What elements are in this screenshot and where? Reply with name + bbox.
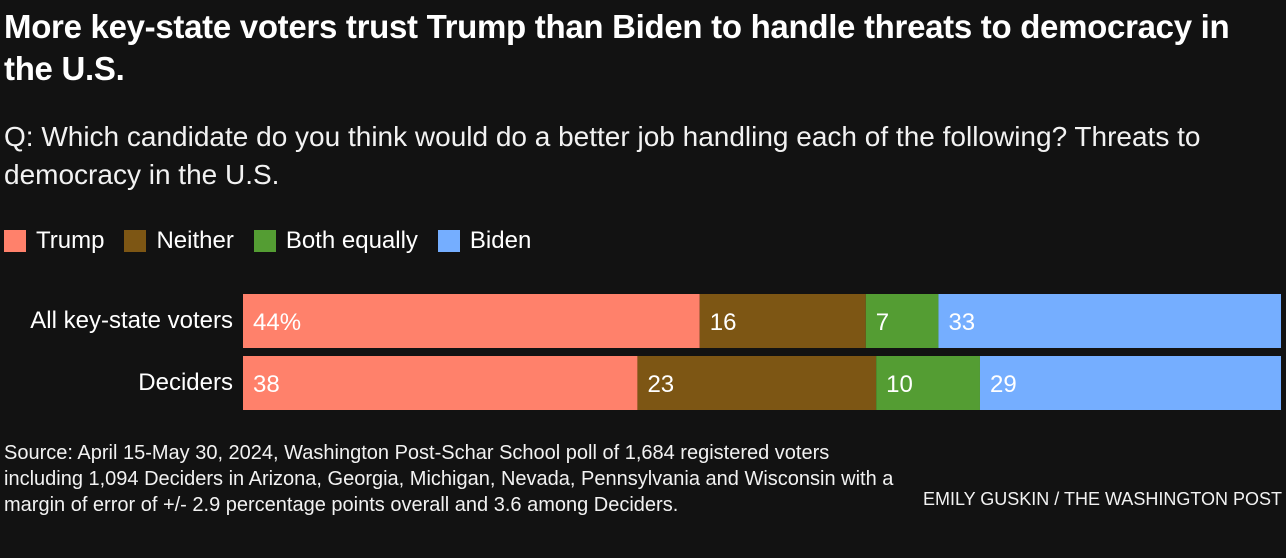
credit: EMILY GUSKIN / THE WASHINGTON POST: [922, 489, 1282, 509]
bar-all-key-state-voters-neither: [699, 294, 866, 348]
bar-deciders-trump: [243, 356, 638, 410]
source-note: Source: April 15-May 30, 2024, Washingto…: [4, 442, 894, 516]
bar-deciders-neither: [637, 356, 877, 410]
legend: Trump Neither Both equally Biden: [4, 226, 551, 256]
bar-label-all-key-state-voters-neither: 16: [710, 309, 737, 336]
row-label-all-key-state-voters: All key-state voters: [30, 307, 233, 334]
legend-item-biden: Biden: [437, 227, 532, 255]
bar-label-all-key-state-voters-both-equally: 7: [876, 309, 889, 336]
chart-subtitle: Q: Which candidate do you think would do…: [4, 121, 1201, 190]
legend-item-both-equally: Both equally: [253, 227, 418, 255]
chart-title: More key-state voters trust Trump than B…: [4, 8, 1230, 87]
bar-label-deciders-neither: 23: [647, 371, 674, 398]
bar-label-all-key-state-voters-biden: 33: [948, 309, 975, 336]
legend-swatch-biden: [437, 230, 460, 252]
bar-all-key-state-voters-both-equally: [865, 294, 939, 348]
bar-all-key-state-voters-trump: [243, 294, 700, 348]
bar-deciders-both-equally: [876, 356, 980, 410]
legend-item-trump: Trump: [4, 227, 104, 255]
bar-all-key-state-voters-biden: [938, 294, 1281, 348]
legend-label-both-equally: Both equally: [285, 227, 418, 254]
legend-label-neither: Neither: [156, 227, 234, 254]
legend-label-trump: Trump: [36, 227, 105, 254]
bar-label-deciders-trump: 38: [253, 371, 280, 398]
legend-swatch-trump: [4, 230, 26, 252]
legend-item-neither: Neither: [124, 227, 234, 255]
bar-label-deciders-both-equally: 10: [886, 371, 913, 398]
bar-label-all-key-state-voters-trump: 44%: [253, 309, 301, 336]
row-label-deciders: Deciders: [138, 369, 233, 396]
legend-label-biden: Biden: [469, 227, 532, 254]
bar-label-deciders-biden: 29: [990, 371, 1017, 398]
bar-deciders-biden: [979, 356, 1281, 410]
legend-swatch-neither: [124, 230, 147, 252]
legend-swatch-both-equally: [253, 230, 276, 252]
